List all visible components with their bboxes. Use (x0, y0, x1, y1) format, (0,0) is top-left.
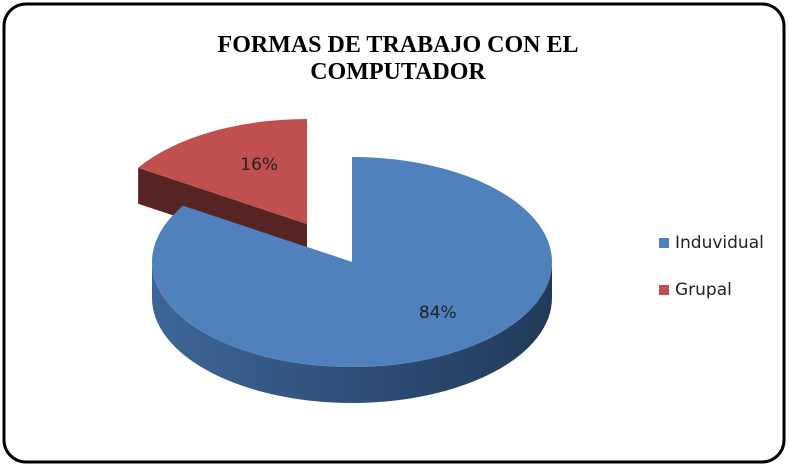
legend: Induvidual Grupal (659, 233, 764, 300)
data-label: 84% (419, 303, 457, 323)
legend-swatch (659, 285, 669, 295)
legend-swatch (659, 238, 669, 248)
legend-label: Grupal (675, 280, 732, 300)
slice-top (151, 157, 552, 367)
pie: 16% 84% (138, 119, 552, 403)
slice-side (152, 262, 552, 403)
pie-slice: 84% (151, 157, 552, 403)
chart-title: FORMAS DE TRABAJO CON EL COMPUTADOR (217, 32, 579, 85)
legend-label: Induvidual (675, 233, 764, 253)
slice-top (138, 119, 307, 224)
data-label: 16% (240, 155, 278, 175)
